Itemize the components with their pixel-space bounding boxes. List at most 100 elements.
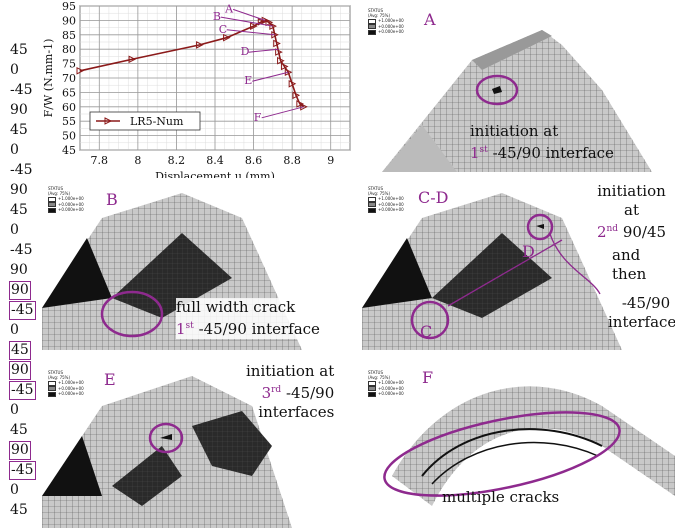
panel-cd: STATUS (Avg: 75%) +1.000e+00 +0.000e+00 …: [362, 178, 675, 350]
legend-v3: +0.000e+00: [378, 207, 404, 212]
ply-angle: -45: [10, 162, 33, 178]
ply-angle: 0: [10, 222, 19, 238]
annotation-cd-line4: -45/90: [621, 294, 671, 312]
ply-angle: 45: [9, 341, 31, 360]
status-legend: STATUS (Avg: 75%) +1.000e+00 +0.000e+00 …: [368, 370, 404, 397]
legend-row: +1.000e+00: [48, 196, 84, 202]
data-point: [288, 79, 297, 88]
ply-angle: 90: [10, 182, 28, 198]
panel-f: STATUS (Avg: 75%) +1.000e+00 +0.000e+00 …: [362, 356, 675, 528]
legend-row: +0.000e+00: [48, 391, 84, 397]
annotation-e: initiation at 3rd -45/90 interfaces: [246, 362, 334, 422]
legend-v2: +0.000e+00: [378, 23, 404, 29]
annotation-label: B: [213, 10, 221, 23]
annotation-a-text2: -45/90 interface: [487, 144, 614, 162]
legend-v1: +1.000e+00: [58, 196, 84, 201]
panel-label-b: B: [106, 190, 118, 209]
x-tick-label: 8.2: [168, 154, 186, 167]
legend-row: +1.000e+00: [368, 380, 404, 386]
data-point: [296, 100, 304, 108]
legend-row: +0.000e+00: [368, 207, 404, 213]
ply-angle: 0: [10, 402, 19, 418]
annotation-a-line1: initiation at: [470, 122, 559, 140]
status-legend: STATUS (Avg: 75%) +1.000e+00 +0.000e+00 …: [368, 8, 404, 35]
legend-row: +1.000e+00: [48, 380, 84, 386]
x-tick-label: 8.4: [206, 154, 224, 167]
ordinal-cd: 2: [596, 223, 607, 241]
data-point: [269, 22, 277, 30]
y-tick-label: 55: [62, 115, 76, 128]
legend-v3: +0.000e+00: [58, 207, 84, 212]
x-tick-label: 8: [134, 154, 141, 167]
panel-e: STATUS (Avg: 75%) +1.000e+00 +0.000e+00 …: [42, 356, 360, 528]
ply-angle: 90: [10, 102, 28, 118]
legend-row: +1.000e+00: [368, 196, 404, 202]
data-point: [128, 55, 137, 64]
force-displacement-chart: 7.8 8 8.2 8.4 8.6 8.8 9 45 50 55 60 65 70 75 80 85 90 95 D…: [40, 0, 360, 188]
data-point: [76, 66, 85, 75]
legend-v2: +0.000e+00: [378, 201, 404, 207]
data-point: [257, 18, 266, 26]
data-point: [277, 56, 285, 65]
legend-v3: +0.000e+00: [378, 391, 404, 396]
ply-angle: 90: [10, 262, 28, 278]
x-tick-label: 8.8: [283, 154, 301, 167]
legend-row: +0.000e+00: [48, 207, 84, 213]
y-tick-label: 75: [62, 58, 76, 71]
panel-label-cd: C-D: [418, 188, 449, 207]
annotation-b-line2: 1st -45/90 interface: [176, 317, 320, 339]
ply-angle: -45: [9, 301, 36, 320]
ordinal-b-suffix: st: [185, 321, 194, 331]
annotation-label: D: [241, 45, 250, 58]
data-point: [292, 91, 301, 100]
legend-marker: [104, 117, 113, 125]
annotation-a-line2: 1st -45/90 interface: [470, 141, 614, 163]
y-tick-label: 90: [62, 14, 76, 27]
ply-angle: 90: [9, 281, 31, 300]
legend-v1: +1.000e+00: [378, 196, 404, 201]
legend-title: STATUS: [48, 370, 64, 375]
data-point: [300, 102, 308, 111]
y-tick-label: 65: [62, 86, 76, 99]
mesh-f: [383, 386, 675, 506]
annotation-arrow: [220, 16, 273, 27]
annotation-f: multiple cracks: [442, 488, 560, 506]
legend-v2: +0.000e+00: [58, 201, 84, 207]
status-legend: STATUS (Avg: 75%) +1.000e+00 +0.000e+00 …: [48, 370, 84, 397]
y-tick-label: 60: [62, 101, 76, 114]
annotation-e-line1: initiation at: [246, 362, 335, 380]
y-tick-label: 70: [62, 72, 76, 85]
ordinal-a: 1: [470, 144, 480, 162]
annotation-arrow: [226, 29, 275, 36]
status-legend: STATUS (Avg: 75%) +1.000e+00 +0.000e+00 …: [368, 186, 404, 213]
annotation-e-line3: interfaces: [258, 403, 335, 421]
panel-label-f: F: [422, 368, 434, 387]
data-point: [250, 22, 258, 30]
panel-b: STATUS (Avg: 75%) +1.000e+00 +0.000e+00 …: [42, 178, 360, 350]
legend-label: LR5-Num: [130, 115, 184, 128]
x-tick-label: 8.6: [245, 154, 262, 167]
legend-sub: (Avg: 75%): [368, 13, 391, 18]
ply-angle: 0: [10, 322, 19, 338]
data-point: [273, 39, 281, 48]
legend-sub: (Avg: 75%): [48, 191, 71, 196]
annotation-label: F: [254, 111, 262, 124]
legend-v1: +1.000e+00: [378, 380, 404, 385]
legend-row: +0.000e+00: [368, 201, 404, 207]
ordinal-e-suffix: rd: [271, 385, 282, 395]
annotation-label: C: [219, 23, 227, 36]
mesh-e: [42, 376, 292, 528]
data-point: [275, 48, 283, 56]
annotation-cd-line2: 2nd 90/45: [588, 220, 675, 242]
annotation-cd-line1: initiation at: [597, 182, 666, 219]
legend-row: +0.000e+00: [368, 29, 404, 35]
annotation-cd-then: and then: [612, 246, 647, 283]
data-point: [284, 68, 293, 77]
ordinal-cd-suffix: nd: [606, 224, 619, 234]
mark-d: D: [522, 242, 535, 261]
annotation-label: E: [244, 74, 252, 87]
legend-row: +1.000e+00: [368, 18, 404, 24]
ply-angle: -45: [10, 242, 33, 258]
annotation-b: full width crack 1st -45/90 interface: [176, 298, 320, 339]
legend-v3: +0.000e+00: [58, 391, 84, 396]
